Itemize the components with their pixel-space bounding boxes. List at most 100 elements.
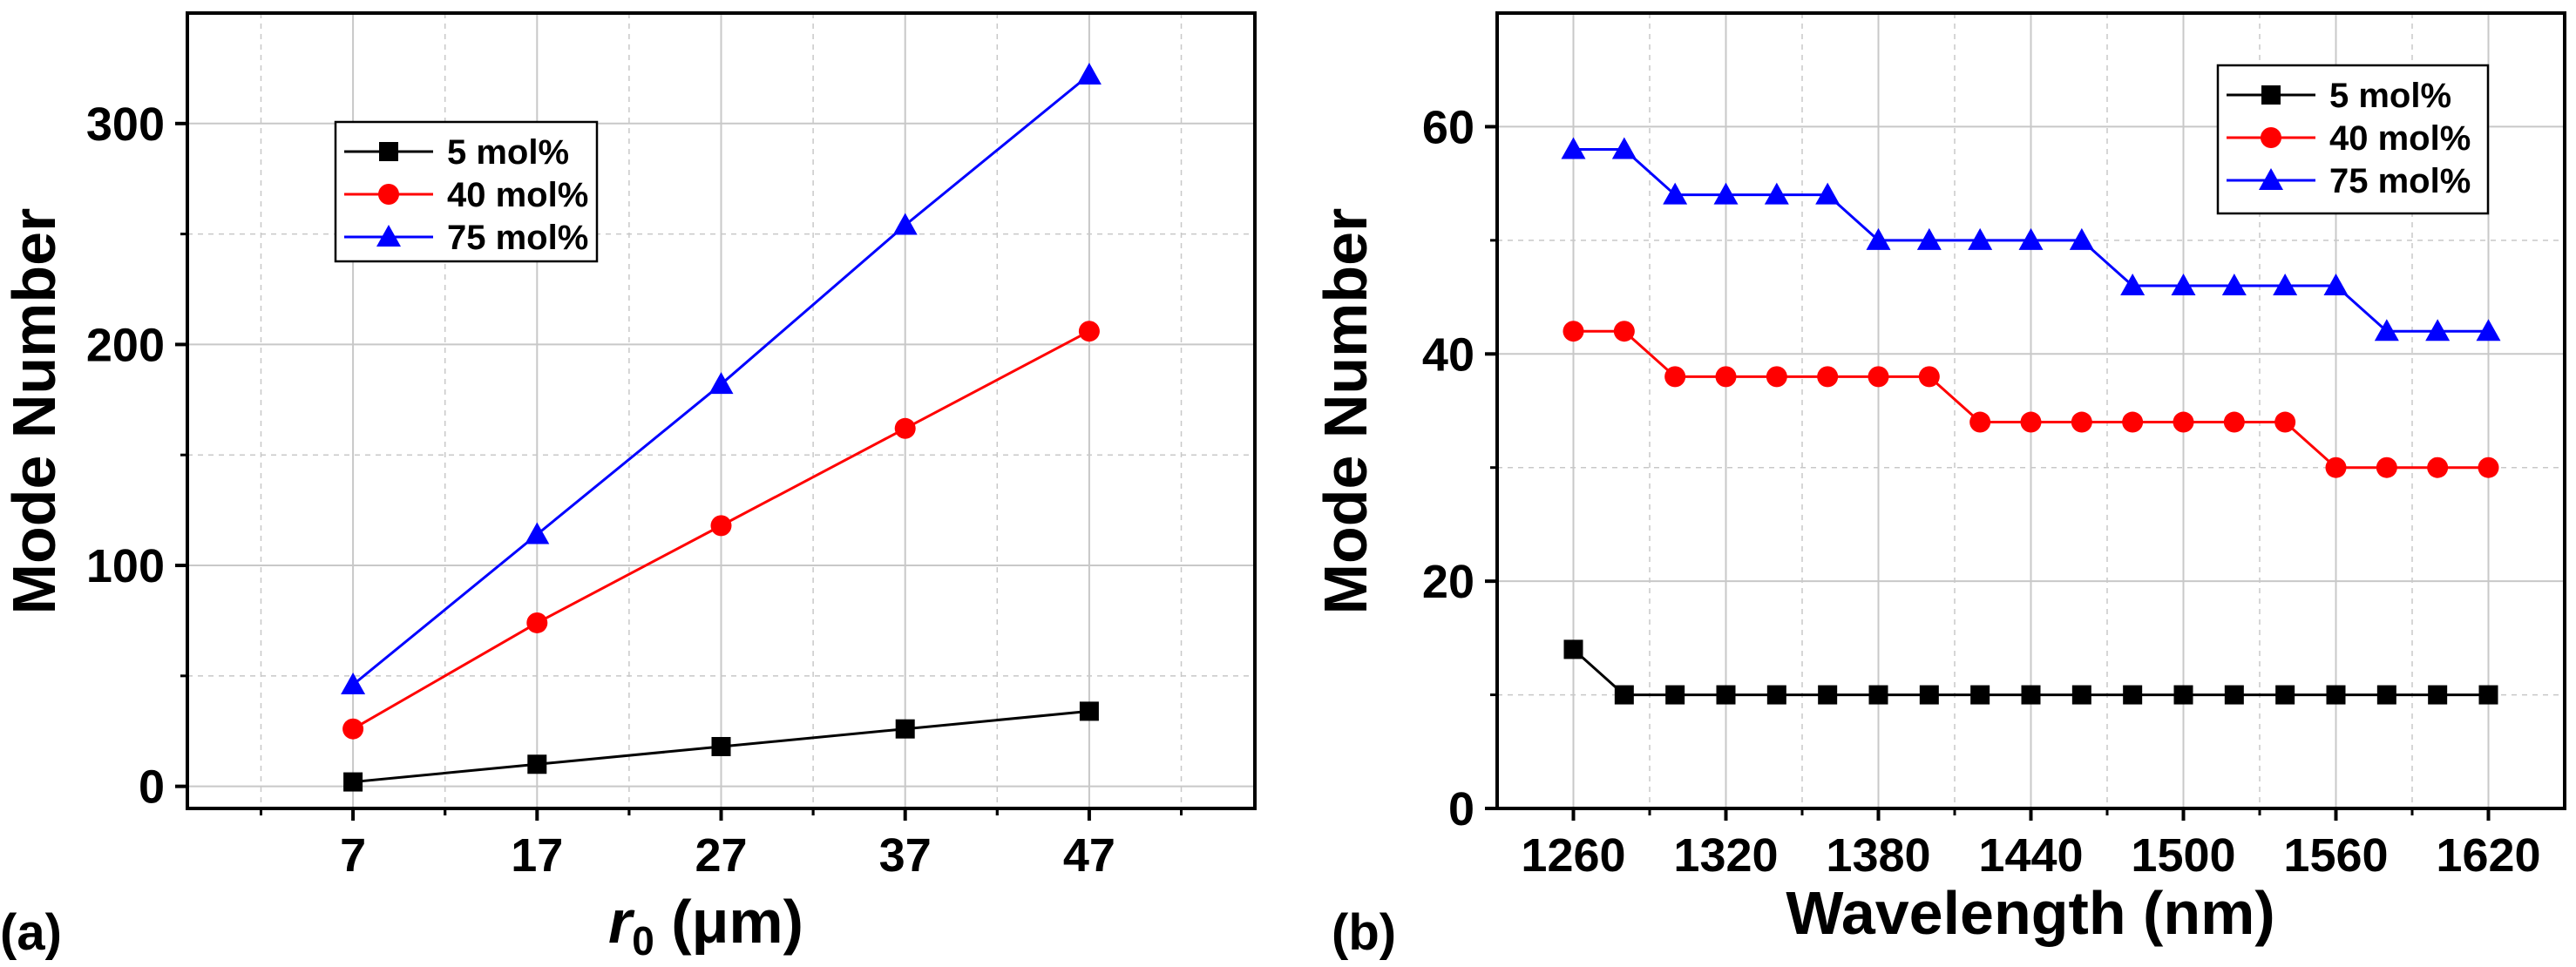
data-point-75-mol: [1713, 182, 1739, 205]
panel-label-b: (b): [1332, 904, 1396, 961]
data-point-40-mol: [526, 612, 548, 633]
data-point-75-mol: [2171, 274, 2196, 296]
y-axis-title-b: Mode Number: [1312, 208, 1380, 615]
data-point-5-mol: [1665, 685, 1685, 705]
data-point-75-mol: [892, 213, 918, 235]
data-point-75-mol: [2476, 319, 2501, 341]
y-tick-label: 60: [1422, 101, 1474, 153]
data-point-40-mol: [1664, 366, 1686, 388]
data-point-5-mol: [1563, 639, 1583, 659]
panel-label-a: (a): [0, 904, 62, 961]
data-point-40-mol: [2071, 411, 2092, 433]
data-point-40-mol: [1766, 366, 1787, 388]
data-point-75-mol: [2425, 319, 2451, 341]
legend-marker-5-mol: [2261, 85, 2281, 105]
data-point-5-mol: [2275, 685, 2295, 705]
data-point-5-mol: [2173, 685, 2193, 705]
data-point-40-mol: [2376, 456, 2397, 478]
y-tick-label: 40: [1422, 328, 1474, 381]
data-point-5-mol: [2071, 685, 2091, 705]
data-point-40-mol: [2122, 411, 2144, 433]
data-point-40-mol: [2173, 411, 2194, 433]
data-point-75-mol: [2018, 227, 2044, 250]
data-point-40-mol: [2325, 456, 2347, 478]
data-point-40-mol: [894, 417, 916, 439]
data-point-5-mol: [2021, 685, 2041, 705]
data-point-5-mol: [2478, 685, 2498, 705]
data-point-75-mol: [2120, 274, 2146, 296]
data-point-5-mol: [343, 772, 363, 792]
data-point-40-mol: [1613, 321, 1635, 342]
x-tick-label: 7: [340, 829, 366, 882]
y-tick-label: 0: [139, 761, 165, 814]
data-point-5-mol: [895, 719, 915, 739]
data-point-40-mol: [1563, 321, 1584, 342]
data-point-5-mol: [1079, 701, 1099, 721]
legend-marker-40-mol: [2261, 127, 2281, 148]
x-tick-label: 1380: [1826, 829, 1930, 882]
grid-a: [187, 13, 1255, 808]
legend-marker-75-mol: [2259, 168, 2283, 190]
data-point-40-mol: [1969, 411, 1991, 433]
data-point-75-mol: [2323, 274, 2349, 296]
data-point-75-mol: [1561, 137, 1586, 159]
data-point-75-mol: [2374, 319, 2399, 341]
data-point-40-mol: [1868, 366, 1889, 388]
ticks-b: 1260 1320 1380 1440 1500 1560 1620 0 20 40 60: [1422, 101, 2541, 882]
legend-label-75-mol: 75 mol%: [2329, 162, 2471, 200]
data-point-75-mol: [1611, 137, 1637, 159]
data-point-75-mol: [341, 672, 366, 694]
legend-label-40-mol: 40 mol%: [447, 176, 588, 214]
legend-label-5-mol: 5 mol%: [447, 133, 569, 172]
y-tick-label: 0: [1448, 783, 1474, 835]
legend-b: 5 mol% 40 mol% 75 mol%: [2216, 64, 2490, 215]
x-tick-label: 37: [879, 829, 932, 882]
y-tick-label: 20: [1422, 556, 1474, 608]
series-a: [341, 63, 1102, 792]
x-tick-label: 17: [511, 829, 563, 882]
data-point-5-mol: [1614, 685, 1634, 705]
data-point-75-mol: [2069, 227, 2094, 250]
data-point-5-mol: [2123, 685, 2143, 705]
legend-label-40-mol: 40 mol%: [2329, 119, 2471, 158]
x-tick-label: 1560: [2283, 829, 2388, 882]
data-point-75-mol: [525, 522, 550, 544]
data-point-40-mol: [1715, 366, 1737, 388]
data-point-75-mol: [1764, 182, 1789, 205]
data-point-75-mol: [1968, 227, 1993, 250]
data-point-40-mol: [1817, 366, 1839, 388]
data-point-40-mol: [2478, 456, 2499, 478]
data-point-5-mol: [1766, 685, 1786, 705]
data-point-5-mol: [1919, 685, 1939, 705]
y-axis-title-a: Mode Number: [0, 208, 68, 615]
data-point-75-mol: [1815, 182, 1840, 205]
legend-marker-75-mol: [376, 225, 401, 247]
x-tick-label: 1320: [1673, 829, 1778, 882]
data-point-75-mol: [2221, 274, 2247, 296]
y-tick-label: 200: [86, 319, 165, 371]
x-axis-title-b: Wavelength (nm): [1786, 879, 2274, 947]
data-point-5-mol: [2428, 685, 2448, 705]
data-point-75-mol: [1663, 182, 1688, 205]
ticks-a: 7 17 27 37 47 0 100 200 300: [86, 98, 1183, 882]
y-tick-label: 100: [86, 540, 165, 592]
y-tick-label: 300: [86, 98, 165, 151]
data-point-5-mol: [2224, 685, 2244, 705]
data-point-40-mol: [2223, 411, 2245, 433]
legend-a: 5 mol% 40 mol% 75 mol%: [334, 120, 599, 263]
legend-marker-40-mol: [378, 184, 399, 205]
x-tick-label: 27: [695, 829, 747, 882]
x-axis-subscript-a: 0: [632, 918, 654, 964]
data-point-40-mol: [342, 718, 364, 740]
legend-marker-5-mol: [379, 142, 398, 161]
x-tick-label: 1500: [2131, 829, 2235, 882]
x-tick-label: 47: [1063, 829, 1115, 882]
series-b: [1561, 137, 2501, 705]
legend-label-5-mol: 5 mol%: [2329, 77, 2451, 115]
x-tick-label: 1440: [1978, 829, 2083, 882]
data-point-40-mol: [2427, 456, 2449, 478]
data-point-75-mol: [1076, 63, 1102, 85]
data-point-5-mol: [527, 754, 547, 774]
